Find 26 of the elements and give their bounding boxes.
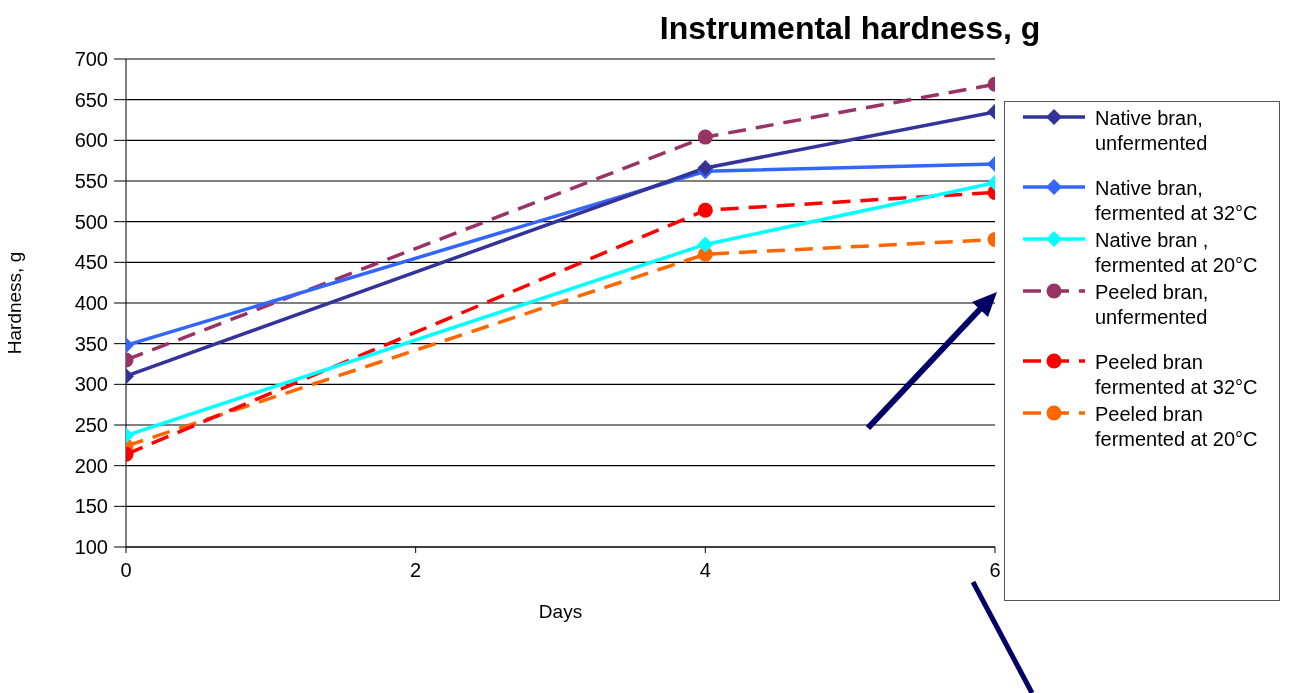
legend-label: Peeled bran, unfermented — [1095, 280, 1210, 330]
x-tick-label: 4 — [699, 559, 711, 582]
legend-label: Peeled bran fermented at 20°C — [1095, 402, 1259, 452]
y-tick-label: 400 — [74, 292, 108, 315]
chart-title: Instrumental hardness, g — [658, 10, 1042, 47]
y-tick-label: 200 — [74, 454, 108, 477]
y-tick-label: 500 — [74, 210, 108, 233]
y-tick-label: 350 — [74, 332, 108, 355]
x-axis-title: Days — [538, 601, 583, 622]
y-tick-label: 250 — [74, 414, 108, 437]
legend-label: Native bran, fermented at 32°C — [1095, 176, 1259, 226]
x-tick-label: 0 — [120, 559, 132, 582]
y-tick-label: 300 — [74, 373, 108, 396]
y-tick-label: 650 — [74, 88, 108, 111]
legend-label: Native bran, unfermented — [1095, 106, 1209, 156]
y-tick-label: 450 — [74, 251, 108, 274]
y-tick-label: 700 — [74, 48, 108, 71]
y-tick-label: 600 — [74, 129, 108, 152]
y-tick-label: 100 — [74, 536, 108, 559]
y-axis-title: Hardness, g — [3, 251, 25, 355]
y-tick-label: 550 — [74, 170, 108, 193]
legend-label: Peeled bran fermented at 32°C — [1095, 350, 1259, 400]
x-tick-label: 2 — [410, 559, 422, 582]
x-tick-label: 6 — [989, 559, 1001, 582]
legend-label: Native bran , fermented at 20°C — [1095, 228, 1259, 278]
y-tick-label: 150 — [74, 495, 108, 518]
